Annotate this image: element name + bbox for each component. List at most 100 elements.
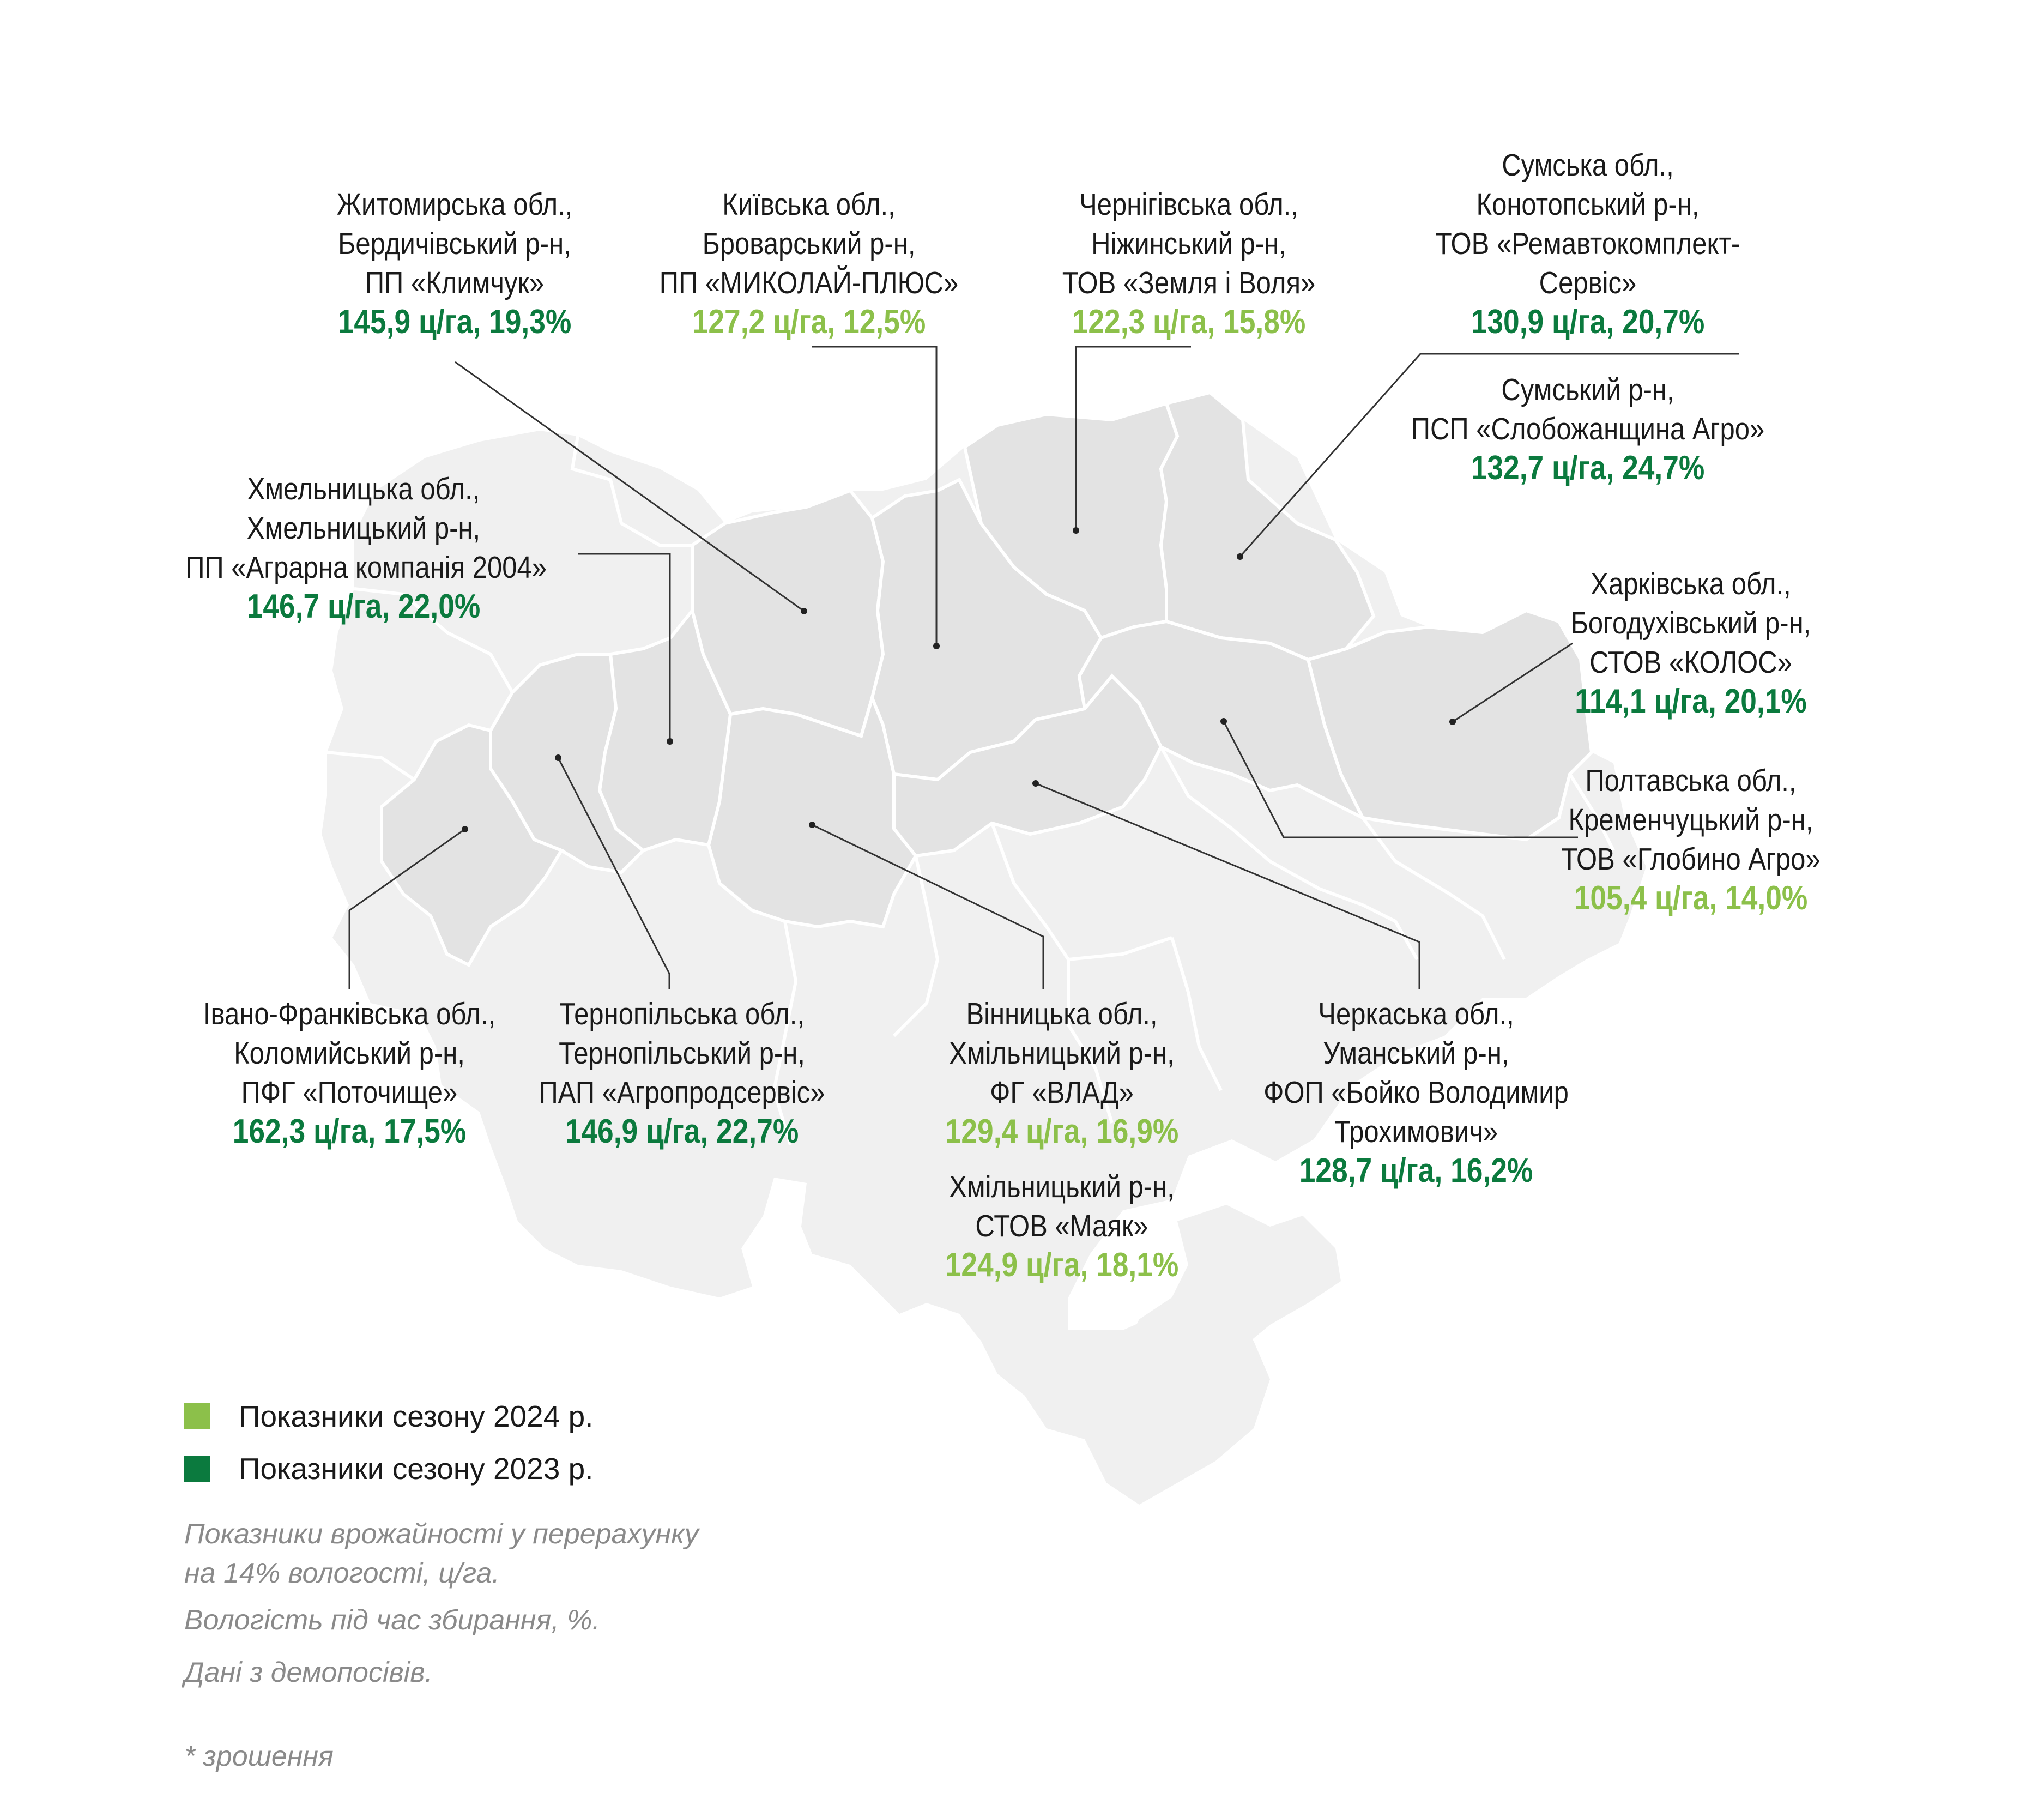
leader-sumy <box>1239 353 1739 557</box>
callout-value: 145,9 ц/га, 19,3% <box>337 303 572 341</box>
leader-chernihiv <box>1075 346 1191 530</box>
leader-khmelnytskyi <box>578 553 671 741</box>
callout-line: Бердичівський р-н, <box>338 226 571 261</box>
callout-line: Сумський р-н, <box>1501 372 1674 407</box>
highlighted-regions <box>380 390 1594 967</box>
region-vinnytsia <box>706 692 918 929</box>
callout-value: 132,7 ц/га, 24,7% <box>1471 449 1705 487</box>
callout-line: Хмельницький р-н, <box>246 511 481 546</box>
legend-item-2023: Показники сезону 2023 р. <box>184 1452 593 1486</box>
callout-line: ФГ «ВЛАД» <box>990 1075 1134 1110</box>
callout-line: Чернігівська обл., <box>1079 187 1298 222</box>
crimea <box>1123 1205 1341 1374</box>
callout-line: Трохимович» <box>1334 1114 1498 1149</box>
leader-vinnytsia <box>812 824 1044 989</box>
dot-chernihiv <box>1073 527 1079 534</box>
note-source: Дані з демопосівів. <box>184 1657 433 1688</box>
callout-line: Полтавська обл., <box>1585 763 1797 798</box>
callout-line: ПП «МИКОЛАЙ-ПЛЮС» <box>659 265 959 300</box>
callout-line: Хмельницька обл., <box>247 472 480 506</box>
leader-ternopil <box>557 757 670 989</box>
callout-value: 128,7 ц/га, 16,2% <box>1299 1152 1533 1190</box>
callout-value: 162,3 ц/га, 17,5% <box>232 1113 467 1150</box>
callout-value: 124,9 ц/га, 18,1% <box>945 1246 1179 1284</box>
region-cherkasy <box>892 673 1163 858</box>
note-irrigation: * зрошення <box>184 1741 334 1772</box>
callout-line: Хмільницький р-н, <box>949 1036 1175 1071</box>
callout-line: Житомирська обл., <box>336 187 573 222</box>
callout-line: ПП «Аграрна компанія 2004» <box>185 550 547 585</box>
leader-poltava <box>1223 721 1578 838</box>
callout-ternopil: Тернопільська обл., Тернопільський р-н, … <box>504 994 860 1151</box>
legend-label: Показники сезону 2024 р. <box>239 1399 594 1433</box>
dot-poltava <box>1220 718 1227 725</box>
leader-kyiv <box>812 346 938 646</box>
dot-khmelnytskyi <box>667 738 673 745</box>
dot-kyiv <box>933 643 940 649</box>
callout-line: Броварський р-н, <box>702 226 916 261</box>
note-yield: Показники врожайності у перерахунку на 1… <box>184 1514 699 1593</box>
dot-sumy <box>1237 553 1243 560</box>
callout-chernihiv: Чернігівська обл., Ніжинський р-н, ТОВ «… <box>1011 185 1367 342</box>
callout-line: ПП «Климчук» <box>365 265 545 300</box>
callout-line: Сервіс» <box>1539 265 1637 300</box>
callout-line: ФОП «Бойко Володимир <box>1263 1075 1569 1110</box>
location-dots <box>462 527 1456 832</box>
callout-poltava: Полтавська обл., Кременчуцький р-н, ТОВ … <box>1513 761 1869 918</box>
callout-khmelnytskyi: Хмельницька обл., Хмельницький р-н, ПП «… <box>185 469 547 626</box>
region-kharkiv <box>1306 608 1594 842</box>
note-line: Показники врожайності у перерахунку <box>184 1518 699 1550</box>
callout-value: 105,4 ц/га, 14,0% <box>1574 879 1808 917</box>
note-moisture: Вологість під час збирання, %. <box>184 1604 600 1636</box>
dot-kharkiv <box>1449 719 1456 725</box>
region-borders <box>326 436 1615 1145</box>
callout-value: 129,4 ц/га, 16,9% <box>945 1113 1179 1150</box>
callout-line: Сумська обл., <box>1502 148 1674 183</box>
dot-cherkasy <box>1032 780 1039 787</box>
callout-value: 127,2 ц/га, 12,5% <box>692 303 926 341</box>
callout-line: ПАП «Агропродсервіс» <box>539 1075 825 1110</box>
legend-swatch-2024 <box>184 1403 210 1429</box>
callout-kyiv: Київська обл., Броварський р-н, ПП «МИКО… <box>631 185 987 342</box>
callout-kharkiv: Харківська обл., Богодухівський р-н, СТО… <box>1513 564 1869 721</box>
callout-zhytomyr: Житомирська обл., Бердичівський р-н, ПП … <box>276 185 633 342</box>
dot-zhytomyr <box>801 608 807 614</box>
callout-line: Харківська обл., <box>1591 566 1791 601</box>
callout-line: Ніжинський р-н, <box>1091 226 1286 261</box>
callout-sumy-konotop: Сумська обл., Конотопський р-н, ТОВ «Рем… <box>1410 146 1766 342</box>
callout-value: 146,9 ц/га, 22,7% <box>565 1113 799 1150</box>
callout-value: 146,7 ц/га, 22,0% <box>246 588 481 625</box>
callout-line: ТОВ «Земля і Воля» <box>1062 265 1316 300</box>
legend-item-2024: Показники сезону 2024 р. <box>184 1399 594 1433</box>
callout-line: Тернопільська обл., <box>559 997 805 1031</box>
callout-value: 114,1 ц/га, 20,1% <box>1575 683 1807 720</box>
callout-line: ПСП «Слобожанщина Агро» <box>1411 412 1765 446</box>
callout-line: ТОВ «Ремавтокомплект- <box>1435 226 1740 261</box>
callout-line: ПФГ «Поточище» <box>241 1075 458 1110</box>
callout-cherkasy: Черкаська обл., Уманський р-н, ФОП «Бойк… <box>1238 994 1594 1191</box>
leader-zhytomyr <box>455 361 805 612</box>
callout-ivano-frankivsk: Івано-Франківська обл., Коломийський р-н… <box>171 994 528 1151</box>
callout-line: Тернопільський р-н, <box>559 1036 805 1071</box>
callout-line: Івано-Франківська обл., <box>203 997 496 1031</box>
dot-vinnytsia <box>809 822 815 828</box>
callout-line: Богодухівський р-н, <box>1570 606 1811 641</box>
callout-line: Черкаська обл., <box>1318 997 1514 1031</box>
region-ivano-frankivsk <box>380 723 564 967</box>
callout-line: Вінницька обл., <box>966 997 1158 1031</box>
callout-line: ТОВ «Глобино Агро» <box>1561 842 1821 877</box>
callout-line: Конотопський р-н, <box>1476 187 1700 222</box>
callout-line: СТОВ «КОЛОС» <box>1589 645 1792 680</box>
callout-vinnytsia-mayak: Хмільницький р-н, СТОВ «Маяк» 124,9 ц/га… <box>884 1167 1240 1285</box>
legend-swatch-2023 <box>184 1456 210 1482</box>
callout-sumy-sumskyi: Сумський р-н, ПСП «Слобожанщина Агро» 13… <box>1410 370 1766 488</box>
callout-line: Київська обл., <box>722 187 896 222</box>
callout-value: 122,3 ц/га, 15,8% <box>1072 303 1306 341</box>
note-line: на 14% вологості, ц/га. <box>184 1558 500 1589</box>
callout-value: 130,9 ц/га, 20,7% <box>1471 303 1705 341</box>
leader-cherkasy <box>1035 782 1420 989</box>
dot-ternopil <box>555 754 561 761</box>
leader-lines <box>348 346 1739 989</box>
dot-ivano-frankivsk <box>462 826 468 832</box>
